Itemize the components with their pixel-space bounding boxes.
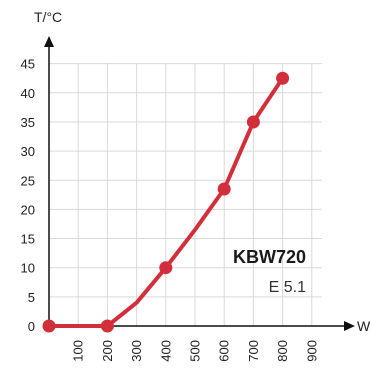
data-point xyxy=(42,319,56,333)
data-point xyxy=(217,182,231,196)
y-tick-label: 10 xyxy=(21,261,35,276)
data-point xyxy=(276,71,290,85)
x-tick-labels: 100 200 300 400 500 600 700 800 900 xyxy=(71,340,320,362)
x-axis-arrow xyxy=(344,321,355,331)
x-axis-label: W xyxy=(357,318,371,334)
series-group xyxy=(42,71,290,333)
grid xyxy=(49,63,322,326)
y-tick-label: 20 xyxy=(21,202,35,217)
annotation-model: KBW720 xyxy=(233,247,306,267)
x-tick-label: 400 xyxy=(158,340,173,362)
y-tick-label: 0 xyxy=(28,319,35,334)
y-axis-arrow xyxy=(44,36,54,47)
x-tick-label: 200 xyxy=(100,340,115,362)
x-tick-label: 900 xyxy=(304,340,319,362)
x-tick-label: 300 xyxy=(129,340,144,362)
y-tick-labels: 0 5 10 15 20 25 30 35 40 45 xyxy=(21,57,35,334)
x-tick-label: 500 xyxy=(188,340,203,362)
y-axis-label: T/°C xyxy=(34,9,62,25)
annotation-code: E 5.1 xyxy=(269,279,306,296)
axes: T/°C W xyxy=(34,9,371,334)
y-tick-label: 15 xyxy=(21,232,35,247)
data-point xyxy=(100,319,114,333)
y-tick-label: 45 xyxy=(21,57,35,72)
y-tick-label: 5 xyxy=(28,290,35,305)
y-tick-label: 40 xyxy=(21,86,35,101)
y-tick-label: 30 xyxy=(21,144,35,159)
x-tick-label: 600 xyxy=(217,340,232,362)
y-tick-label: 35 xyxy=(21,115,35,130)
x-tick-label: 800 xyxy=(275,340,290,362)
y-tick-label: 25 xyxy=(21,173,35,188)
x-tick-label: 700 xyxy=(246,340,261,362)
data-point xyxy=(159,261,173,275)
x-tick-label: 100 xyxy=(71,340,86,362)
data-point xyxy=(246,115,260,129)
